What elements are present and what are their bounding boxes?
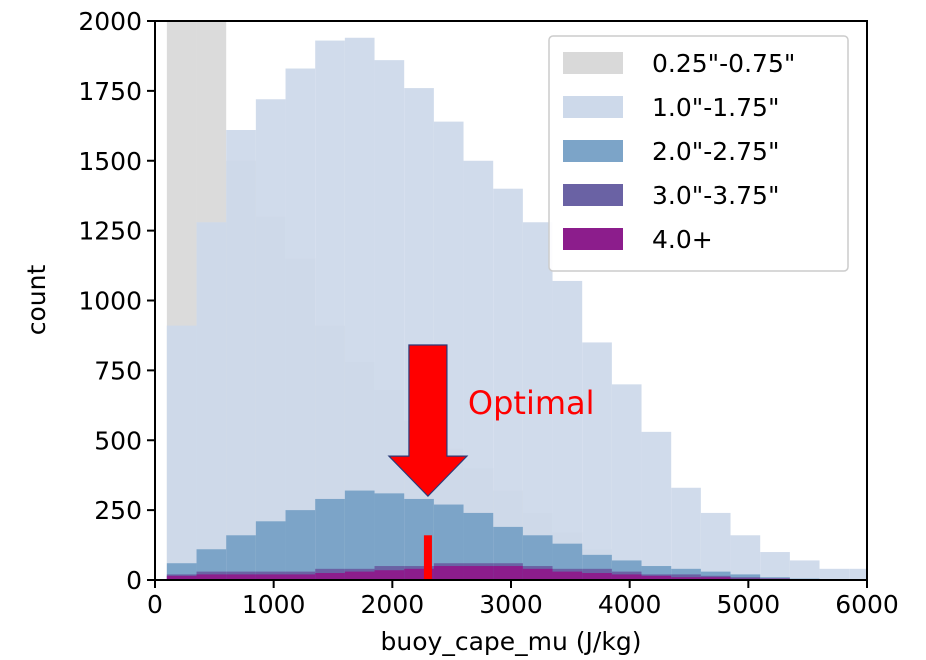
bar bbox=[433, 566, 464, 580]
y-tick-label: 1000 bbox=[78, 287, 142, 316]
bar bbox=[760, 552, 790, 580]
x-tick-label: 2000 bbox=[361, 590, 425, 619]
bar bbox=[611, 384, 642, 580]
bar bbox=[404, 568, 434, 580]
bar bbox=[344, 37, 375, 580]
bar bbox=[166, 325, 197, 580]
optimal-arrow bbox=[387, 344, 469, 498]
bar bbox=[226, 574, 256, 580]
bar bbox=[344, 490, 375, 580]
bar bbox=[255, 574, 286, 580]
bar bbox=[463, 160, 494, 580]
x-tick-label: 6000 bbox=[835, 590, 899, 619]
legend-label: 2.0"-2.75" bbox=[652, 137, 779, 166]
histogram-bars bbox=[166, 21, 867, 581]
bar bbox=[226, 130, 256, 580]
bar bbox=[552, 571, 583, 580]
bar bbox=[493, 566, 523, 580]
legend-label: 3.0"-3.75" bbox=[652, 181, 779, 210]
y-tick-label: 750 bbox=[94, 356, 142, 385]
bar bbox=[374, 493, 405, 580]
x-tick-label: 1000 bbox=[242, 590, 306, 619]
bar bbox=[344, 571, 375, 580]
y-axis-title: count bbox=[22, 265, 51, 336]
bar bbox=[819, 568, 850, 580]
bar bbox=[641, 575, 672, 580]
bar bbox=[255, 99, 286, 580]
bar bbox=[315, 573, 345, 580]
y-tick-label: 1750 bbox=[78, 77, 142, 106]
bar bbox=[671, 577, 701, 580]
legend-label: 0.25"-0.75" bbox=[652, 49, 795, 78]
series-1 bbox=[166, 37, 867, 581]
legend-label: 4.0+ bbox=[652, 225, 713, 254]
x-tick-label: 5000 bbox=[717, 590, 781, 619]
bar bbox=[404, 88, 434, 580]
x-tick-label: 3000 bbox=[479, 590, 543, 619]
bar bbox=[671, 487, 701, 580]
bar bbox=[522, 568, 553, 580]
bar bbox=[166, 575, 197, 580]
y-tick-label: 1250 bbox=[78, 217, 142, 246]
y-tick-label: 250 bbox=[94, 496, 142, 525]
legend-swatch bbox=[563, 96, 623, 118]
y-tick-label: 2000 bbox=[78, 7, 142, 36]
bar bbox=[582, 342, 612, 580]
x-tick-label: 0 bbox=[147, 590, 163, 619]
bar bbox=[700, 577, 731, 580]
bar bbox=[285, 68, 316, 580]
bar bbox=[730, 535, 761, 580]
bar bbox=[700, 512, 731, 580]
x-axis: 0 1000 2000 3000 4000 5000 6000 bbox=[147, 580, 899, 619]
legend-label: 1.0"-1.75" bbox=[652, 93, 779, 122]
bar bbox=[730, 574, 761, 580]
legend-swatch bbox=[563, 184, 623, 206]
bar bbox=[374, 570, 405, 580]
legend-swatch bbox=[563, 228, 623, 250]
bar bbox=[671, 574, 701, 580]
optimal-marker bbox=[423, 535, 432, 580]
bar bbox=[789, 560, 820, 580]
bar bbox=[196, 222, 227, 581]
y-tick-label: 1500 bbox=[78, 147, 142, 176]
bar bbox=[611, 574, 642, 580]
legend: 0.25"-0.75" 1.0"-1.75" 2.0"-2.75" 3.0"-3.75… bbox=[548, 35, 849, 272]
bar bbox=[493, 188, 523, 580]
bar bbox=[552, 280, 583, 580]
bar bbox=[285, 574, 316, 580]
y-axis: 0 250 500 750 1000 1250 1500 1750 2000 bbox=[78, 7, 155, 595]
bar bbox=[849, 568, 867, 580]
bar bbox=[522, 222, 553, 581]
y-tick-label: 500 bbox=[94, 426, 142, 455]
legend-swatch bbox=[563, 140, 623, 162]
bar bbox=[196, 574, 227, 580]
bar bbox=[582, 573, 612, 580]
bar bbox=[315, 498, 345, 580]
optimal-label: Optimal bbox=[468, 384, 595, 422]
bar bbox=[463, 566, 494, 580]
x-tick-label: 4000 bbox=[598, 590, 662, 619]
legend-box bbox=[548, 35, 849, 272]
bar bbox=[255, 521, 286, 580]
bar bbox=[315, 40, 345, 580]
optimal-annotation: Optimal bbox=[387, 344, 595, 580]
legend-swatch bbox=[563, 52, 623, 74]
y-tick-label: 0 bbox=[126, 566, 142, 595]
x-axis-title: buoy_cape_mu (J/kg) bbox=[381, 627, 642, 656]
bar bbox=[641, 431, 672, 580]
bar bbox=[285, 510, 316, 580]
